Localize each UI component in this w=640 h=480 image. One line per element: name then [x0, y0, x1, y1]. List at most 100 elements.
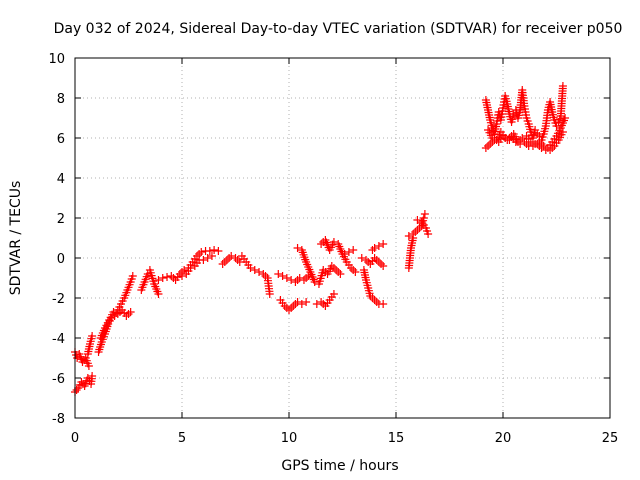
data-point [368, 246, 377, 254]
data-point [84, 362, 93, 370]
y-tick-label: -4 [52, 332, 65, 347]
axis-ticks [74, 57, 611, 419]
data-point [349, 266, 358, 274]
data-point [169, 274, 178, 282]
x-tick-label: 0 [71, 431, 79, 446]
data-point [250, 266, 259, 274]
data-point [558, 82, 567, 90]
data-point [180, 266, 189, 274]
data-point [178, 272, 186, 280]
data-point [481, 144, 490, 152]
data-point [199, 256, 208, 264]
data-point [289, 302, 298, 310]
data-point [167, 272, 176, 280]
data-point [413, 216, 422, 224]
data-point [539, 142, 548, 150]
data-point [317, 240, 326, 248]
data-point [210, 246, 219, 254]
data-point [299, 276, 308, 284]
y-tick-label: -8 [52, 412, 65, 427]
data-point [88, 332, 97, 340]
data-point [379, 262, 388, 270]
data-point [287, 304, 296, 312]
data-point [197, 248, 206, 256]
data-point [220, 258, 229, 266]
data-point [329, 290, 338, 298]
data-point [420, 210, 429, 218]
data-point [336, 270, 345, 278]
data-point [154, 276, 163, 284]
data-point [334, 268, 343, 276]
data-point [72, 386, 81, 394]
data-point [372, 256, 381, 264]
x-tick-label: 5 [178, 431, 186, 446]
data-point [537, 140, 546, 148]
data-point [297, 300, 306, 308]
data-point [362, 256, 371, 264]
y-tick-label: -2 [52, 292, 65, 307]
data-point [357, 254, 366, 262]
data-point [522, 140, 531, 148]
data-point [319, 300, 328, 308]
data-point [203, 254, 212, 262]
data-point [329, 238, 338, 246]
data-point [351, 268, 360, 276]
data-point [255, 268, 264, 276]
data-point [344, 248, 353, 256]
y-tick-labels: -8 -6 -4 -2 0 2 4 6 8 10 [48, 52, 65, 427]
chart-title: Day 032 of 2024, Sidereal Day-to-day VTE… [54, 21, 623, 37]
data-point [246, 264, 255, 272]
y-axis-label: SDTVAR / TECUs [8, 181, 24, 296]
data-point [484, 142, 493, 150]
y-tick-label: 2 [57, 212, 65, 227]
data-point [413, 226, 422, 234]
data-point [282, 274, 291, 282]
y-tick-label: -6 [52, 372, 65, 387]
data-point [291, 278, 300, 286]
data-point [486, 140, 495, 148]
data-point [526, 138, 535, 146]
x-tick-label: 15 [388, 431, 405, 446]
data-point [222, 256, 231, 264]
data-point [231, 254, 240, 262]
data-point [411, 228, 420, 236]
data-point [214, 247, 223, 255]
data-point [501, 134, 510, 142]
data-point [218, 260, 227, 268]
data-point [424, 230, 433, 238]
data-point [370, 296, 379, 304]
data-point [340, 250, 349, 258]
x-tick-label: 10 [281, 431, 298, 446]
data-point [115, 308, 124, 316]
x-tick-label: 20 [495, 431, 512, 446]
data-point [374, 258, 383, 266]
data-point [126, 308, 135, 316]
data-point [124, 310, 133, 318]
data-point [186, 264, 195, 272]
data-point [404, 232, 413, 240]
x-tick-labels: 0 5 10 15 20 25 [71, 431, 618, 446]
data-point [377, 260, 386, 268]
data-point [293, 244, 302, 252]
y-tick-label: 6 [57, 132, 65, 147]
data-point [302, 298, 311, 306]
data-point [207, 252, 216, 260]
data-point [349, 246, 358, 254]
data-point [285, 306, 293, 314]
data-point [488, 134, 497, 142]
data-point [265, 290, 274, 298]
data-point [158, 274, 167, 282]
data-point [310, 278, 319, 286]
data-point [409, 230, 418, 238]
data-point [317, 298, 326, 306]
y-tick-label: 0 [57, 252, 65, 267]
data-point [370, 244, 379, 252]
data-point [374, 242, 383, 250]
y-tick-label: 4 [57, 172, 65, 187]
data-point [372, 298, 381, 306]
data-point [233, 256, 242, 264]
data-point [379, 240, 388, 248]
data-point [332, 266, 341, 274]
data-point [163, 273, 172, 281]
